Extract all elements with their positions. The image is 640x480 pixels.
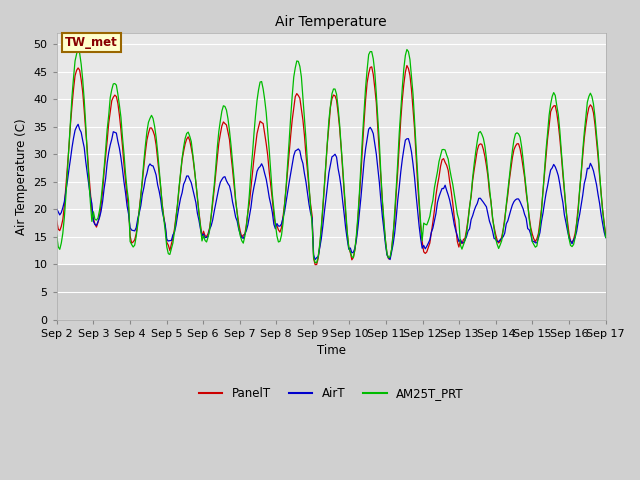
AirT	[218, 177, 226, 182]
PanelT	[235, 220, 243, 226]
PanelT	[53, 218, 61, 224]
PanelT	[602, 232, 609, 238]
Line: AM25T_PRT: AM25T_PRT	[57, 48, 605, 263]
AM25T_PRT	[236, 233, 244, 239]
Legend: PanelT, AirT, AM25T_PRT: PanelT, AirT, AM25T_PRT	[194, 383, 468, 405]
PanelT	[120, 162, 128, 168]
AirT	[386, 257, 394, 263]
AM25T_PRT	[313, 260, 321, 265]
AirT	[574, 219, 582, 225]
AirT	[246, 213, 253, 219]
Title: Air Temperature: Air Temperature	[275, 15, 387, 29]
X-axis label: Time: Time	[317, 344, 346, 357]
AM25T_PRT	[294, 59, 302, 64]
AirT	[74, 121, 82, 127]
AM25T_PRT	[53, 232, 61, 238]
Line: AirT: AirT	[57, 124, 605, 260]
AirT	[122, 190, 129, 196]
Y-axis label: Air Temperature (C): Air Temperature (C)	[15, 118, 28, 235]
AirT	[53, 206, 61, 212]
PanelT	[574, 204, 582, 210]
AM25T_PRT	[602, 235, 609, 240]
Text: TW_met: TW_met	[65, 36, 118, 49]
AirT	[294, 146, 302, 152]
PanelT	[293, 91, 301, 96]
PanelT	[244, 210, 252, 216]
AM25T_PRT	[122, 171, 129, 177]
PanelT	[311, 262, 319, 267]
AirT	[602, 235, 609, 240]
Line: PanelT: PanelT	[57, 66, 605, 264]
PanelT	[403, 63, 411, 69]
AM25T_PRT	[218, 108, 226, 114]
AM25T_PRT	[74, 46, 82, 51]
AM25T_PRT	[574, 209, 582, 215]
Bar	[57, 264, 605, 320]
AM25T_PRT	[246, 191, 253, 197]
AirT	[236, 231, 244, 237]
PanelT	[216, 131, 224, 137]
